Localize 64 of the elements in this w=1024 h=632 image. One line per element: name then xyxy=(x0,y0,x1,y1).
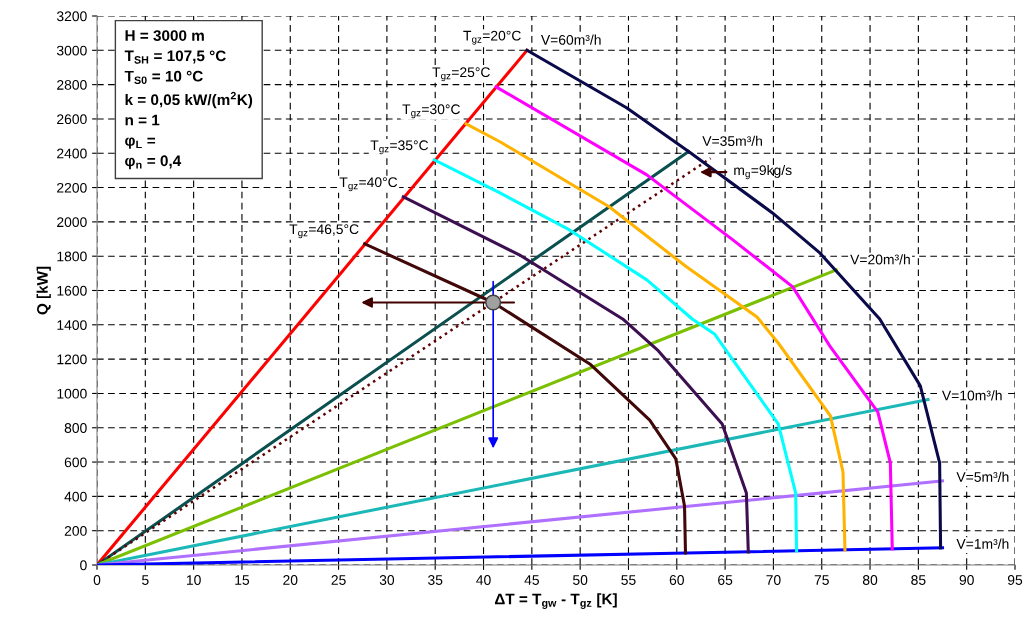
y-tick-label: 2400 xyxy=(57,148,87,159)
series-label: T$_{gz}$=20°C xyxy=(463,30,521,45)
x-tick-label: 90 xyxy=(959,575,974,585)
x-tick-label: 60 xyxy=(669,575,684,585)
y-tick-label: 200 xyxy=(64,526,87,536)
y-tick-label: 3000 xyxy=(56,45,87,56)
x-tick-label: 65 xyxy=(718,575,733,585)
line-series xyxy=(525,48,943,550)
y-tick-label: 400 xyxy=(64,491,87,502)
y-tick-label: 2600 xyxy=(57,114,87,125)
y-tick-label: 1600 xyxy=(57,285,87,296)
series-label: V=20m³/h xyxy=(850,254,910,265)
x-tick-label: 0 xyxy=(93,575,101,585)
annotation: φ$_{L}$ = xyxy=(125,137,156,149)
line-series xyxy=(401,195,750,554)
x-tick-label: 70 xyxy=(766,575,781,585)
annotation: n = 1 xyxy=(125,114,160,126)
y-tick-label: 0 xyxy=(80,560,87,571)
y-tick-label: 2200 xyxy=(57,182,87,193)
line-series xyxy=(432,158,799,553)
series-label: T$_{gz}$=35°C xyxy=(370,140,429,155)
annotation: k = 0,05 kW/(m$^{2}$K) xyxy=(125,91,253,109)
line-series xyxy=(363,242,688,555)
x-tick-label: 85 xyxy=(911,575,926,585)
y-axis-title: Q [kW] xyxy=(36,266,51,315)
x-tick-label: 75 xyxy=(814,575,829,585)
x-tick-label: 25 xyxy=(331,575,346,585)
series-label: V=5m³/h xyxy=(956,471,1009,482)
y-tick-label: 1400 xyxy=(57,320,87,330)
y-tick-label: 600 xyxy=(64,457,87,468)
x-tick-label: 10 xyxy=(186,575,201,585)
x-tick-label: 55 xyxy=(621,575,636,585)
y-tick-label: 2000 xyxy=(57,217,87,228)
annotation: m$_{g}$=9kg/s xyxy=(734,164,792,180)
x-tick-label: 20 xyxy=(283,575,298,585)
y-tick-label: 1000 xyxy=(57,388,87,399)
annotation: φ$_{n}$ = 0,4 xyxy=(125,155,182,170)
x-tick-label: 30 xyxy=(379,575,395,585)
x-tick-label: 50 xyxy=(572,575,588,585)
y-tick-label: 1200 xyxy=(57,354,87,365)
x-tick-label: 45 xyxy=(524,575,539,585)
series-label: T$_{gz}$=40°C xyxy=(339,177,398,192)
series-label: V=60m³/h xyxy=(540,34,601,45)
x-tick-label: 40 xyxy=(476,575,491,585)
series-label: T$_{gz}$=30°C xyxy=(402,104,460,119)
y-tick-label: 1800 xyxy=(57,251,87,262)
series-label: V=35m³/h xyxy=(702,135,762,147)
x-tick-label: 15 xyxy=(235,575,250,585)
x-tick-label: 80 xyxy=(862,575,878,585)
line-series xyxy=(464,122,847,552)
y-tick-label: 800 xyxy=(64,423,87,433)
annotation: T$_{S0}$ = 10 °C xyxy=(124,70,203,84)
y-tick-label: 2800 xyxy=(57,79,87,90)
annotation: T$_{SH}$ = 107,5 °C xyxy=(124,50,226,64)
x-tick-label: 35 xyxy=(428,575,443,585)
y-tick-label: 3200 xyxy=(56,11,87,22)
series-label: V=1m³/h xyxy=(956,538,1009,549)
series-label: T$_{gz}$=46,5°C xyxy=(289,224,359,239)
series-label: T$_{gz}$=25°C xyxy=(432,67,490,82)
x-tick-label: 95 xyxy=(1007,575,1023,585)
x-axis-title: ΔT = T$_{gw}$ - T$_{gz}$ [K] xyxy=(494,593,617,609)
x-tick-label: 5 xyxy=(142,575,149,585)
annotation: H = 3000 m xyxy=(125,30,204,41)
series-label: V=10m³/h xyxy=(941,390,1002,401)
